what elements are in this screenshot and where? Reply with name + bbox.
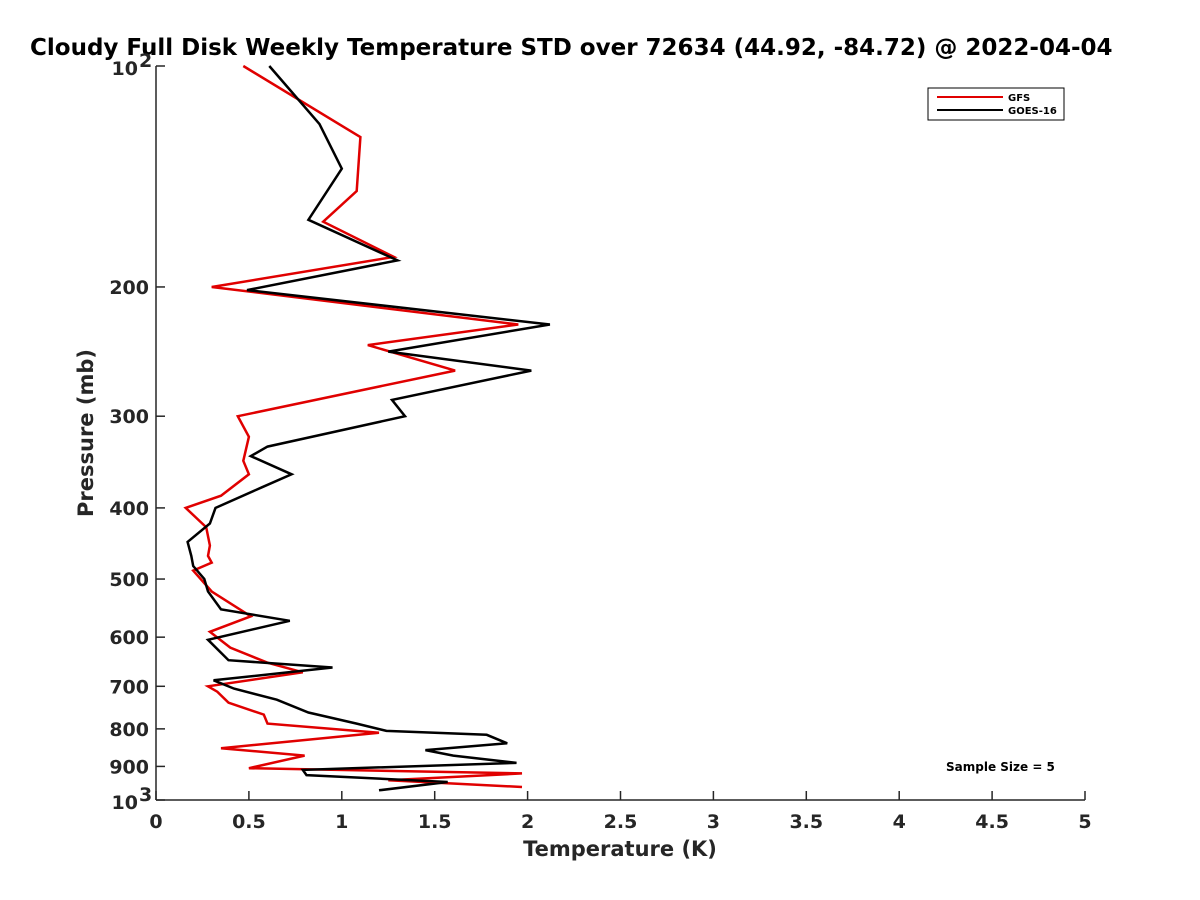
y-tick-label: 10 [112,58,138,80]
y-tick-label: 10 [112,792,138,814]
x-tick-label: 0 [149,811,162,833]
x-tick-label: 1 [335,811,348,833]
series-line-gfs [183,64,523,789]
x-tick-label: 5 [1078,811,1091,833]
x-tick-label: 2 [521,811,534,833]
x-tick-label: 1.5 [418,811,452,833]
x-tick-label: 3 [707,811,720,833]
legend-label-gfs: GFS [1008,93,1030,104]
legend-box [927,87,1065,121]
sample-size-annotation: Sample Size = 5 [946,760,1055,774]
x-tick-label: 4.5 [975,811,1009,833]
x-axis-label: Temperature (K) [523,837,717,861]
chart-title: Cloudy Full Disk Weekly Temperature STD … [30,35,1113,61]
x-tick-label: 3.5 [789,811,823,833]
y-tick-label: 200 [109,277,149,299]
series-line-goes16 [186,65,551,792]
x-tick-label: 2.5 [604,811,638,833]
y-tick-label: 400 [109,498,149,520]
y-axis-label: Pressure (mb) [74,349,98,517]
x-ticks: 0 0.5 1 1.5 2 2.5 3 3.5 4 4.5 5 [149,791,1092,833]
x-tick-label: 0.5 [232,811,266,833]
series-layer [183,64,551,792]
y-tick-label: 300 [109,406,149,428]
y-tick-exponent: 2 [139,50,152,72]
y-tick-label: 800 [109,719,149,741]
y-tick-label: 600 [109,627,149,649]
legend-label-goes16: GOES-16 [1008,106,1057,117]
plot-area [156,66,1085,800]
x-tick-label: 4 [893,811,906,833]
y-tick-label: 700 [109,676,149,698]
y-tick-label: 500 [109,569,149,591]
legend: GFS GOES-16 [927,87,1065,121]
y-tick-exponent: 3 [139,784,152,806]
y-tick-label: 900 [109,756,149,778]
